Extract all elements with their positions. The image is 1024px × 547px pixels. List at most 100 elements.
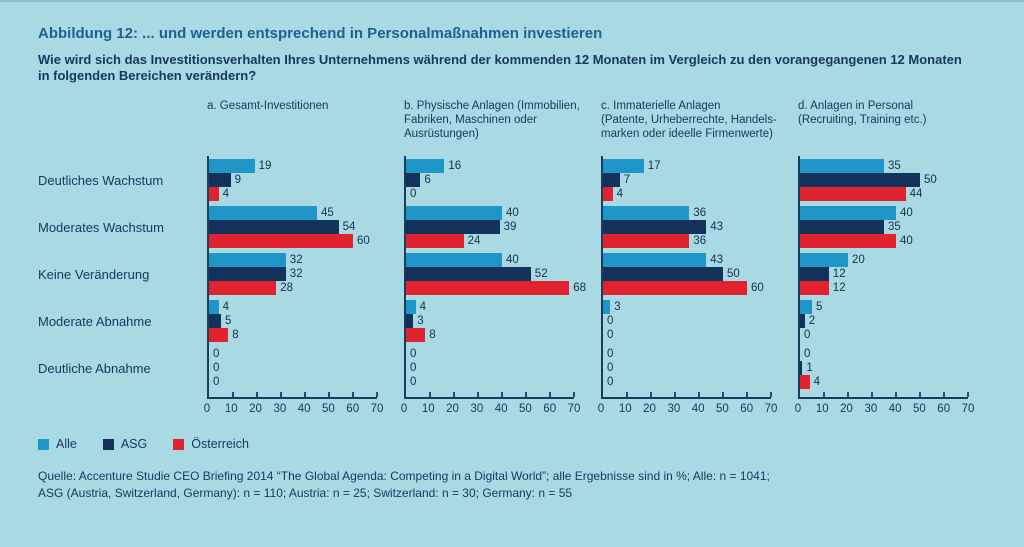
bar-row: 1 [800, 361, 968, 375]
bar-asg [209, 314, 221, 328]
bar-value-label: 7 [623, 174, 631, 186]
axis-tick [453, 392, 455, 397]
bar-value-label: 4 [419, 301, 426, 313]
bar-row: 44 [800, 187, 968, 201]
bar-value-label: 32 [289, 268, 303, 280]
bar-row: 6 [406, 173, 574, 187]
chart-panel-3: 35 50 44 40 35 40 20 12 12 5 2 0 0 1 4 0 10 20 30 40 50 60 70 [795, 156, 995, 421]
category-label-0: Deutliches Wachstum [38, 172, 164, 188]
bar-value-label: 0 [607, 362, 614, 374]
bar-value-label: 0 [410, 188, 417, 200]
bar-value-label: 24 [467, 235, 481, 247]
axis-tick [501, 392, 503, 397]
bar-alle [800, 206, 896, 220]
bar-österreich [800, 375, 810, 389]
bar-group: 40 52 68 [406, 253, 586, 295]
bar-value-label: 16 [448, 160, 462, 172]
panel-title-line: b. Physische Anlagen (Immobilien, [404, 100, 580, 112]
panel-title-line: Fabriken, Maschinen oder [404, 114, 537, 126]
bar-österreich [800, 187, 906, 201]
bar-value-label: 19 [258, 160, 272, 172]
axis-tick-label: 40 [691, 403, 705, 415]
axis-tick [871, 392, 873, 397]
bar-alle [209, 159, 255, 173]
bar-asg [406, 314, 414, 328]
legend-swatch-icon [173, 438, 185, 450]
bar-row: 0 [209, 347, 377, 361]
bar-österreich [209, 234, 353, 248]
bar-österreich [406, 328, 426, 342]
bar-asg [406, 220, 500, 234]
axis-tick-label: 20 [643, 403, 656, 415]
legend-label: ASG [120, 437, 148, 451]
bar-alle [603, 159, 644, 173]
axis-tick [722, 392, 724, 397]
category-label-3: Moderate Abnahme [38, 313, 152, 329]
source-note-line-2: ASG (Austria, Switzerland, Germany): n =… [38, 486, 573, 500]
axis-tick [967, 392, 969, 397]
axis-tick-label: 10 [224, 403, 238, 415]
bar-row: 32 [209, 267, 377, 281]
bar-alle [406, 300, 416, 314]
axis-tick-label: 50 [519, 403, 532, 415]
legend-item-alle: Alle [38, 437, 77, 451]
axis-tick-label: 70 [961, 403, 975, 415]
axis-tick-label: 60 [346, 403, 360, 415]
bar-row: 24 [406, 234, 574, 248]
bar-row: 0 [800, 328, 968, 342]
source-note: Quelle: Accenture Studie CEO Briefing 20… [38, 468, 1024, 502]
bar-value-label: 43 [710, 254, 723, 266]
axis-tick [746, 392, 748, 397]
bar-value-label: 50 [924, 174, 937, 186]
bar-alle [603, 300, 611, 314]
bar-asg [800, 314, 805, 328]
bar-asg [603, 173, 620, 187]
bar-value-label: 4 [616, 188, 623, 200]
axis-tick [770, 392, 772, 397]
bar-value-label: 50 [727, 268, 740, 280]
bar-row: 43 [603, 220, 771, 234]
axis-tick [525, 392, 527, 397]
bar-group: 17 7 4 [603, 159, 771, 201]
bar-value-label: 0 [213, 348, 220, 360]
chart-body: Deutliches Wachstum Moderates Wachstum Kei… [38, 156, 1024, 421]
bar-group: 35 50 44 [800, 159, 968, 201]
bar-österreich [800, 234, 896, 248]
chart-panels: 19 9 4 45 54 60 32 32 28 4 5 8 0 0 0 0 10 20 30 40 50 60 70 16 6… [204, 156, 995, 421]
legend-item-asg: ASG [102, 437, 148, 451]
axis-tick-label: 30 [667, 403, 681, 415]
axis-tick [256, 392, 258, 397]
panel-plot-3: 35 50 44 40 35 40 20 12 12 5 2 0 0 1 4 [798, 156, 969, 399]
axis-tick-label: 50 [716, 403, 729, 415]
bar-row: 54 [209, 220, 377, 234]
bar-value-label: 35 [888, 160, 901, 172]
axis-tick-label: 10 [618, 403, 632, 415]
bar-österreich [603, 234, 690, 248]
bar-row: 2 [800, 314, 968, 328]
axis-tick [943, 392, 945, 397]
bar-row: 40 [406, 253, 574, 267]
panel-headers: a. Gesamt-Investitionen b. Physische Anla… [207, 99, 995, 156]
axis-tick [698, 392, 700, 397]
x-axis-labels: 0 10 20 30 40 50 60 70 [598, 403, 778, 421]
bar-alle [800, 253, 848, 267]
axis-tick-label: 70 [764, 403, 778, 415]
bar-österreich [406, 234, 464, 248]
bar-value-label: 40 [506, 207, 519, 219]
bar-alle [406, 159, 445, 173]
bar-alle [209, 300, 219, 314]
bar-value-label: 0 [410, 348, 417, 360]
bar-asg [800, 220, 884, 234]
bar-alle [209, 253, 286, 267]
bar-österreich [209, 328, 229, 342]
axis-tick [376, 392, 378, 397]
bar-row: 0 [209, 375, 377, 389]
bar-value-label: 0 [607, 315, 614, 327]
panel-title-2: c. Immaterielle Anlagen (Patente, Urheber… [601, 99, 798, 156]
bar-row: 50 [800, 173, 968, 187]
bar-value-label: 8 [232, 329, 239, 341]
bar-asg [209, 267, 286, 281]
bar-value-label: 0 [804, 329, 811, 341]
axis-tick-label: 50 [913, 403, 926, 415]
